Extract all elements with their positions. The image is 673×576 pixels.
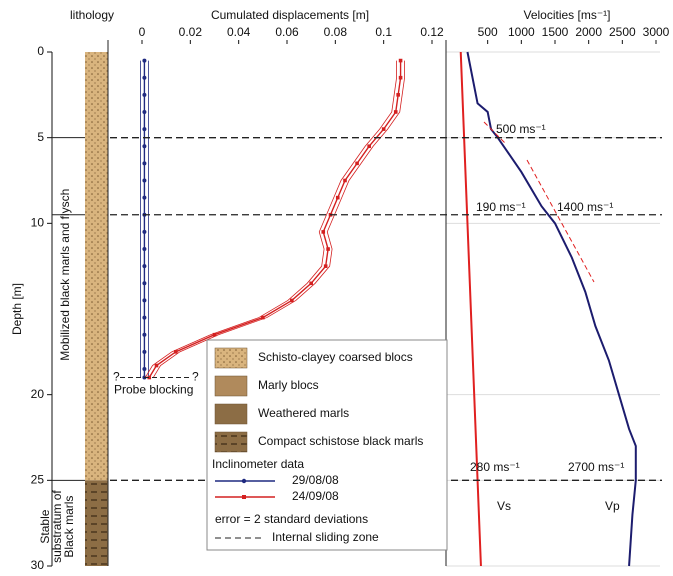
data-point [142, 264, 146, 268]
data-point [142, 230, 146, 234]
x-tick-label: 0.06 [275, 25, 299, 39]
annotation: 280 ms⁻¹ [470, 460, 520, 474]
profile-line [149, 61, 400, 378]
x-tick-label: 1000 [508, 25, 535, 39]
legend-swatch [215, 348, 247, 368]
lithology-upper [85, 52, 108, 480]
legend-swatch [215, 404, 247, 424]
legend-label: 24/09/08 [292, 489, 339, 503]
profile-line [467, 52, 635, 566]
depth-tick-label: 5 [37, 130, 44, 144]
x-tick-label: 0.02 [179, 25, 203, 39]
probe-mark: ? [113, 370, 120, 384]
data-point [142, 298, 146, 302]
annotation: 1400 ms⁻¹ [557, 200, 613, 214]
data-point [142, 127, 146, 131]
x-tick-label: 2500 [609, 25, 636, 39]
data-point [142, 110, 146, 114]
legend-marker [242, 495, 246, 499]
data-point [355, 162, 359, 166]
x-tick-label: 0.12 [420, 25, 444, 39]
legend-label: Compact schistose black marls [258, 434, 423, 448]
profile-line [461, 52, 481, 566]
data-point [261, 316, 265, 320]
legend-label: Schisto-clayey coarsed blocs [258, 350, 413, 364]
x-tick-label: 0.1 [375, 25, 392, 39]
legend-marker [242, 479, 246, 483]
legend-label: Weathered marls [258, 406, 349, 420]
legend-label: Marly blocs [258, 378, 319, 392]
data-point [336, 196, 340, 200]
data-point [396, 93, 400, 97]
data-point [290, 299, 294, 303]
data-point [399, 76, 403, 80]
series-label: Vp [605, 499, 620, 513]
x-tick-label: 0.08 [324, 25, 348, 39]
figure: lithologyMobilized black marls and flysc… [0, 0, 673, 571]
legend-title: Inclinometer data [212, 457, 304, 471]
x-tick-label: 500 [478, 25, 498, 39]
data-point [309, 282, 313, 286]
legend-note: error = 2 standard deviations [215, 512, 368, 526]
x-tick-label: 2000 [575, 25, 602, 39]
data-point [155, 364, 159, 368]
data-point [174, 350, 178, 354]
x-tick-label: 0.04 [227, 25, 251, 39]
x-tick-label: 0 [139, 25, 146, 39]
data-point [324, 264, 328, 268]
legend-swatch [215, 432, 247, 452]
depth-tick-label: 30 [31, 558, 45, 571]
chart-title: Cumulated displacements [m] [211, 8, 369, 22]
data-point [142, 350, 146, 354]
data-point [142, 196, 146, 200]
data-point [343, 179, 347, 183]
lithology-lower-label: Black marls [62, 496, 76, 558]
data-point [142, 281, 146, 285]
probe-mark: ? [192, 370, 199, 384]
data-point [142, 76, 146, 80]
data-point [326, 247, 330, 251]
depth-tick-label: 25 [31, 473, 45, 487]
data-point [213, 333, 217, 337]
data-point [394, 110, 398, 114]
depth-tick-label: 10 [31, 216, 45, 230]
legend-label: 29/08/08 [292, 473, 339, 487]
data-point [142, 59, 146, 63]
error-envelope [145, 61, 396, 378]
data-point [142, 179, 146, 183]
depth-axis-title: Depth [m] [10, 283, 24, 335]
x-tick-label: 1500 [542, 25, 569, 39]
data-point [367, 144, 371, 148]
depth-tick-label: 0 [37, 44, 44, 58]
chart-title: Velocities [ms⁻¹] [523, 8, 610, 22]
data-point [142, 333, 146, 337]
annotation: 2700 ms⁻¹ [568, 460, 624, 474]
legend-swatch [215, 376, 247, 396]
annotation: 500 ms⁻¹ [496, 122, 546, 136]
annotation: 190 ms⁻¹ [476, 200, 526, 214]
lithology-lower [85, 480, 108, 566]
data-point [142, 316, 146, 320]
x-tick-label: 3000 [643, 25, 670, 39]
probe-text: Probe blocking [114, 383, 193, 397]
trend-line [527, 160, 594, 282]
data-point [142, 161, 146, 165]
lithology-title: lithology [70, 8, 114, 22]
error-envelope [153, 61, 404, 378]
series-label: Vs [497, 499, 511, 513]
data-point [321, 230, 325, 234]
data-point [142, 93, 146, 97]
depth-tick-label: 20 [31, 387, 45, 401]
data-point [142, 367, 146, 371]
legend-label: Internal sliding zone [272, 530, 379, 544]
data-point [142, 144, 146, 148]
data-point [142, 247, 146, 251]
data-point [382, 127, 386, 131]
data-point [399, 59, 403, 63]
